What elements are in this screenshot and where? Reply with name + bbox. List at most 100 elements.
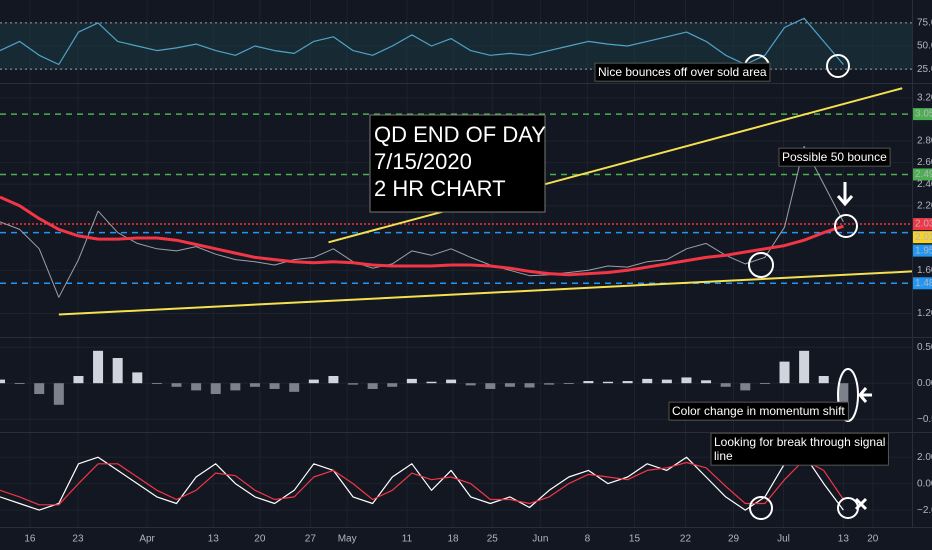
bar	[230, 383, 241, 391]
level-label-box	[913, 168, 932, 181]
level-label-box	[913, 218, 932, 231]
x-tick-label: 25	[487, 534, 499, 545]
x-tick-label: 29	[728, 534, 740, 545]
annotation: Color change in momentum shift	[672, 404, 845, 418]
annotation-box	[778, 147, 891, 167]
arrow	[858, 387, 872, 403]
x-tick-label: 11	[402, 534, 413, 545]
bar	[465, 383, 476, 386]
y-tick-label: 2.80	[917, 136, 932, 147]
annotation-box	[710, 432, 889, 466]
series-line	[0, 195, 844, 277]
arrow	[854, 497, 868, 511]
level-label: 3.05	[915, 109, 932, 120]
bar	[210, 383, 221, 394]
bar	[34, 383, 45, 394]
bar	[799, 350, 810, 384]
y-tick-label: 2.00	[917, 452, 932, 463]
y-tick-label: 1.20	[917, 308, 932, 319]
level-label-box	[913, 244, 932, 257]
bar	[485, 383, 496, 389]
bar	[14, 383, 25, 384]
annotation: Possible 50 bounce	[782, 150, 887, 164]
bar	[73, 376, 84, 384]
trendline	[328, 87, 903, 244]
bar	[661, 379, 672, 384]
y-tick-label: 2.40	[917, 179, 932, 190]
y-tick-label: 2.20	[917, 200, 932, 211]
labels: 16 23 Apr 13 20 27 May 11 18 25 Jun 8 15 22 29 Jul 13 20 7…	[24, 18, 932, 545]
bar	[269, 383, 280, 389]
bar	[818, 376, 829, 384]
series-line	[0, 453, 844, 511]
series-line	[0, 17, 844, 66]
bar	[387, 383, 398, 387]
bar	[701, 380, 712, 384]
bar	[622, 381, 633, 384]
y-tick-label: 0.00	[917, 378, 932, 389]
bar	[446, 379, 457, 384]
y-tick-label: 25.00	[917, 64, 932, 75]
x-tick-label: 23	[72, 534, 84, 545]
x-tick-label: May	[338, 534, 357, 545]
bar	[779, 361, 790, 384]
annotation-box	[594, 62, 771, 82]
chart-title: QD END OF DAY	[374, 122, 546, 147]
x-tick-label: 8	[585, 534, 591, 545]
bar	[759, 383, 770, 384]
bar	[132, 372, 143, 384]
bar	[426, 381, 437, 384]
x-tick-label: 27	[305, 534, 317, 545]
highlight-circle	[837, 368, 859, 422]
highlight-circle	[748, 252, 774, 278]
x-tick-label: 13	[208, 534, 220, 545]
series-line	[0, 145, 844, 298]
x-tick-label: Apr	[139, 534, 155, 545]
bar	[249, 383, 260, 387]
bar	[0, 379, 5, 384]
series-line	[0, 459, 844, 506]
annotation-box	[668, 401, 849, 421]
bar	[348, 383, 359, 385]
bar	[289, 383, 300, 392]
bar	[406, 378, 417, 384]
x-tick-label: 16	[24, 534, 36, 545]
bar	[367, 383, 378, 389]
y-tick-label: −2.00	[917, 505, 932, 516]
highlight-circle	[749, 496, 773, 520]
arrow	[836, 182, 854, 207]
bar	[328, 376, 339, 384]
bar	[740, 383, 751, 391]
y-tick-label: 75.00	[917, 18, 932, 29]
x-tick-label: Jul	[777, 534, 790, 545]
decorations	[744, 54, 872, 520]
level-label: 1.48	[915, 278, 932, 289]
level-label: 2.03	[915, 219, 932, 230]
band	[0, 22, 912, 70]
annotation: Looking for break through signal	[714, 435, 885, 449]
y-tick-label: −0.50	[917, 414, 932, 425]
bar	[838, 383, 849, 420]
x-tick-label: 22	[680, 534, 692, 545]
bar	[308, 379, 319, 384]
y-tick-label: 1.60	[917, 265, 932, 276]
level-label: 1.95	[915, 245, 932, 256]
bar	[720, 383, 731, 387]
x-tick-label: 15	[629, 534, 641, 545]
bar	[112, 358, 123, 384]
level-label: 2.01	[915, 232, 932, 243]
y-tick-label: 0.50	[917, 342, 932, 353]
bar	[681, 377, 692, 384]
bar	[171, 383, 182, 387]
y-tick-label: 3.20	[917, 93, 932, 104]
bar	[642, 378, 653, 384]
annotation: line	[714, 449, 733, 463]
bar	[583, 381, 594, 384]
x-tick-label: 20	[867, 534, 879, 545]
y-tick-label: 50.00	[917, 41, 932, 52]
bar	[93, 350, 104, 384]
marks	[0, 17, 913, 511]
